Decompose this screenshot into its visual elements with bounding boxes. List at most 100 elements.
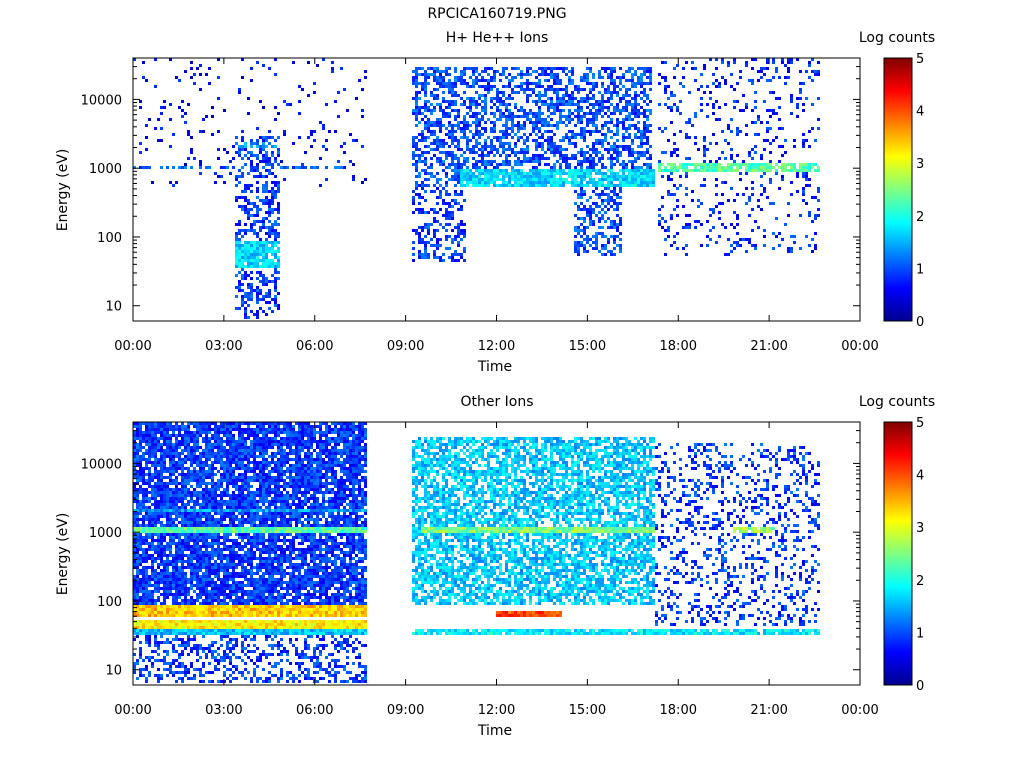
heatmap-cell bbox=[814, 247, 817, 250]
heatmap-cell bbox=[580, 115, 583, 118]
heatmap-cell bbox=[565, 67, 568, 70]
heatmap-cell bbox=[538, 67, 541, 70]
heatmap-cell bbox=[175, 446, 178, 449]
heatmap-cell bbox=[268, 301, 271, 304]
heatmap-cell bbox=[160, 488, 163, 491]
heatmap-cell bbox=[163, 593, 166, 596]
heatmap-cell bbox=[172, 524, 175, 527]
heatmap-cell bbox=[250, 223, 253, 226]
heatmap-cell bbox=[643, 67, 646, 70]
heatmap-cell bbox=[541, 145, 544, 148]
heatmap-cell bbox=[427, 67, 430, 70]
heatmap-cell bbox=[640, 133, 643, 136]
heatmap-cell bbox=[253, 154, 256, 157]
heatmap-cell bbox=[187, 494, 190, 497]
heatmap-cell bbox=[145, 602, 148, 605]
heatmap-cell bbox=[673, 235, 676, 238]
heatmap-cell bbox=[607, 226, 610, 229]
heatmap-cell bbox=[553, 91, 556, 94]
heatmap-cell bbox=[160, 127, 163, 130]
heatmap-cell bbox=[148, 557, 151, 560]
heatmap-cell bbox=[166, 674, 169, 677]
heatmap-cell bbox=[667, 193, 670, 196]
heatmap-cell bbox=[181, 166, 184, 169]
heatmap-cell bbox=[463, 235, 466, 238]
heatmap-cell bbox=[529, 175, 532, 178]
heatmap-cell bbox=[136, 533, 139, 536]
heatmap-cell bbox=[271, 136, 274, 139]
heatmap-cell bbox=[235, 136, 238, 139]
heatmap-cell bbox=[136, 443, 139, 446]
heatmap-cell bbox=[169, 425, 172, 428]
heatmap-cell bbox=[448, 163, 451, 166]
heatmap-cell bbox=[511, 76, 514, 79]
heatmap-cell bbox=[625, 148, 628, 151]
heatmap-cell bbox=[148, 656, 151, 659]
heatmap-cell bbox=[754, 220, 757, 223]
heatmap-cell bbox=[607, 109, 610, 112]
heatmap-cell bbox=[481, 157, 484, 160]
heatmap-cell bbox=[190, 446, 193, 449]
heatmap-cell bbox=[628, 133, 631, 136]
heatmap-cell bbox=[181, 485, 184, 488]
heatmap-cell bbox=[454, 85, 457, 88]
heatmap-cell bbox=[439, 190, 442, 193]
heatmap-cell bbox=[160, 578, 163, 581]
heatmap-cell bbox=[580, 109, 583, 112]
heatmap-cell bbox=[166, 584, 169, 587]
heatmap-cell bbox=[514, 124, 517, 127]
heatmap-cell bbox=[151, 181, 154, 184]
heatmap-cell bbox=[541, 142, 544, 145]
heatmap-cell bbox=[565, 133, 568, 136]
heatmap-cell bbox=[586, 121, 589, 124]
heatmap-cell bbox=[514, 178, 517, 181]
heatmap-cell bbox=[445, 112, 448, 115]
heatmap-cell bbox=[469, 151, 472, 154]
heatmap-cell bbox=[622, 160, 625, 163]
heatmap-cell bbox=[172, 581, 175, 584]
heatmap-cell bbox=[154, 422, 157, 425]
heatmap-cell bbox=[457, 139, 460, 142]
heatmap-cell bbox=[595, 82, 598, 85]
heatmap-cell bbox=[187, 443, 190, 446]
heatmap-cell bbox=[139, 590, 142, 593]
heatmap-cell bbox=[802, 169, 805, 172]
heatmap-cell bbox=[610, 166, 613, 169]
heatmap-cell bbox=[424, 253, 427, 256]
heatmap-cell bbox=[169, 623, 172, 626]
heatmap-cell bbox=[148, 605, 151, 608]
heatmap-cell bbox=[475, 139, 478, 142]
heatmap-cell bbox=[730, 130, 733, 133]
heatmap-cell bbox=[670, 151, 673, 154]
heatmap-cell bbox=[739, 166, 742, 169]
heatmap-cell bbox=[523, 175, 526, 178]
heatmap-cell bbox=[175, 665, 178, 668]
heatmap-cell bbox=[145, 524, 148, 527]
heatmap-cell bbox=[145, 452, 148, 455]
heatmap-cell bbox=[811, 166, 814, 169]
heatmap-cell bbox=[709, 163, 712, 166]
heatmap-cell bbox=[685, 61, 688, 64]
heatmap-cell bbox=[613, 88, 616, 91]
heatmap-cell bbox=[139, 671, 142, 674]
heatmap-cell bbox=[538, 115, 541, 118]
heatmap-cell bbox=[535, 154, 538, 157]
heatmap-cell bbox=[811, 250, 814, 253]
heatmap-cell bbox=[676, 148, 679, 151]
heatmap-cell bbox=[421, 82, 424, 85]
heatmap-cell bbox=[505, 127, 508, 130]
heatmap-cell bbox=[790, 100, 793, 103]
heatmap-cell bbox=[619, 196, 622, 199]
heatmap-cell bbox=[451, 259, 454, 262]
heatmap-cell bbox=[454, 226, 457, 229]
heatmap-cell bbox=[469, 130, 472, 133]
heatmap-cell bbox=[577, 232, 580, 235]
heatmap-cell bbox=[160, 551, 163, 554]
heatmap-cell bbox=[799, 97, 802, 100]
heatmap-cell bbox=[265, 217, 268, 220]
heatmap-cell bbox=[427, 82, 430, 85]
heatmap-cell bbox=[589, 154, 592, 157]
heatmap-cell bbox=[766, 109, 769, 112]
heatmap-cell bbox=[586, 238, 589, 241]
heatmap-cell bbox=[145, 533, 148, 536]
